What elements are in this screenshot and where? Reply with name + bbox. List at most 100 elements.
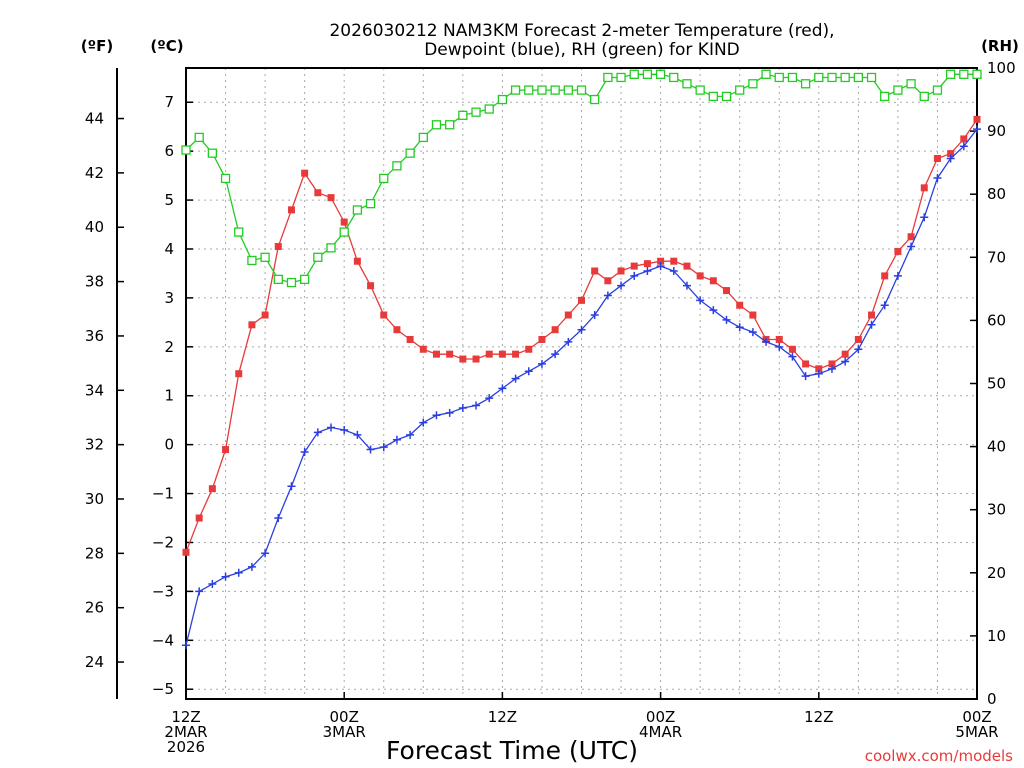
fahrenheit-tick-label: 34 <box>85 381 104 399</box>
data-point <box>446 350 454 358</box>
data-point <box>721 91 732 102</box>
fahrenheit-tick-label: 36 <box>85 327 104 345</box>
rh-tick-label: 30 <box>987 501 1006 519</box>
data-point <box>274 243 282 251</box>
celsius-tick-label: 2 <box>164 338 174 356</box>
data-point <box>736 301 744 309</box>
fahrenheit-tick-label: 44 <box>85 110 104 128</box>
data-point <box>234 227 244 237</box>
data-point <box>761 69 771 79</box>
data-point <box>247 255 257 266</box>
data-point <box>510 85 521 95</box>
data-point <box>683 262 691 270</box>
fahrenheit-tick-label: 26 <box>85 599 104 617</box>
data-point <box>578 296 585 304</box>
data-point <box>853 72 863 83</box>
data-point <box>538 335 546 343</box>
data-point <box>787 72 798 83</box>
x-tick-label: 00Z <box>962 708 991 726</box>
celsius-tick-label: 6 <box>164 142 174 160</box>
rh-tick-label: 80 <box>987 185 1006 203</box>
series-line <box>185 119 978 553</box>
series-rh <box>181 69 982 288</box>
data-point <box>314 189 322 197</box>
data-point <box>814 72 824 83</box>
data-point <box>919 91 929 102</box>
data-point <box>696 296 705 305</box>
data-point <box>247 562 256 571</box>
data-point <box>445 120 455 130</box>
data-point <box>880 301 889 310</box>
fahrenheit-tick-label: 32 <box>85 436 104 454</box>
data-point <box>669 72 679 83</box>
rh-tick-label: 50 <box>987 375 1006 393</box>
data-point <box>656 262 665 271</box>
data-point <box>657 257 665 265</box>
data-point <box>933 154 941 162</box>
x-tick-label: 12Z <box>804 708 833 726</box>
data-point <box>485 394 494 403</box>
data-point <box>182 548 190 556</box>
data-point <box>709 277 717 285</box>
data-point <box>274 514 283 523</box>
data-point <box>788 352 797 361</box>
data-point <box>380 311 388 319</box>
data-point <box>379 443 388 452</box>
data-point <box>748 328 757 337</box>
data-point <box>735 85 745 95</box>
series-2-meter-temperature <box>182 115 981 556</box>
x-tick-label: 00Z <box>330 708 359 726</box>
x-axis-title: Forecast Time (UTC) <box>386 736 638 765</box>
data-point <box>485 350 493 358</box>
data-point <box>630 271 639 280</box>
data-point <box>181 145 191 155</box>
data-point <box>603 291 612 300</box>
data-point <box>524 367 533 376</box>
data-point <box>235 370 243 378</box>
data-point <box>419 345 427 353</box>
data-point <box>616 72 626 83</box>
data-point <box>353 430 362 439</box>
data-point <box>471 107 481 117</box>
data-point <box>563 85 573 95</box>
data-point <box>617 281 626 290</box>
fahrenheit-tick-label: 38 <box>85 273 104 291</box>
data-point <box>868 311 876 319</box>
x-tick-label: 3MAR <box>323 723 366 741</box>
watermark-text: coolwx.com/models <box>865 747 1013 765</box>
data-point <box>801 372 810 381</box>
celsius-tick-label: −3 <box>152 582 174 600</box>
chart-title-line-1: 2026030212 NAM3KM Forecast 2-meter Tempe… <box>329 21 834 41</box>
data-point <box>643 266 652 275</box>
data-point <box>207 148 218 158</box>
rh-tick-label: 60 <box>987 311 1006 329</box>
data-point <box>629 69 639 79</box>
data-point <box>708 91 718 102</box>
data-point <box>907 233 915 241</box>
data-point <box>537 85 547 95</box>
celsius-tick-label: −4 <box>152 631 174 649</box>
plot-frame <box>185 67 978 700</box>
data-point <box>221 572 230 581</box>
data-point <box>208 485 216 493</box>
data-point <box>775 342 784 351</box>
axes: 76543210−1−2−3−4−54442403836343230282624… <box>85 59 1016 756</box>
data-series <box>181 69 982 650</box>
data-point <box>722 315 731 324</box>
data-point <box>458 403 467 412</box>
data-point <box>762 337 771 346</box>
data-point <box>893 85 903 95</box>
data-point <box>894 247 902 255</box>
x-tick-label: 00Z <box>646 708 675 726</box>
data-point <box>512 350 520 358</box>
data-point <box>827 364 836 373</box>
data-point <box>800 79 811 89</box>
data-point <box>300 447 309 456</box>
data-point <box>947 150 955 158</box>
data-point <box>340 425 349 434</box>
data-point <box>866 72 877 83</box>
data-point <box>497 94 508 105</box>
data-point <box>327 423 336 432</box>
data-point <box>551 350 560 359</box>
data-point <box>472 355 480 363</box>
